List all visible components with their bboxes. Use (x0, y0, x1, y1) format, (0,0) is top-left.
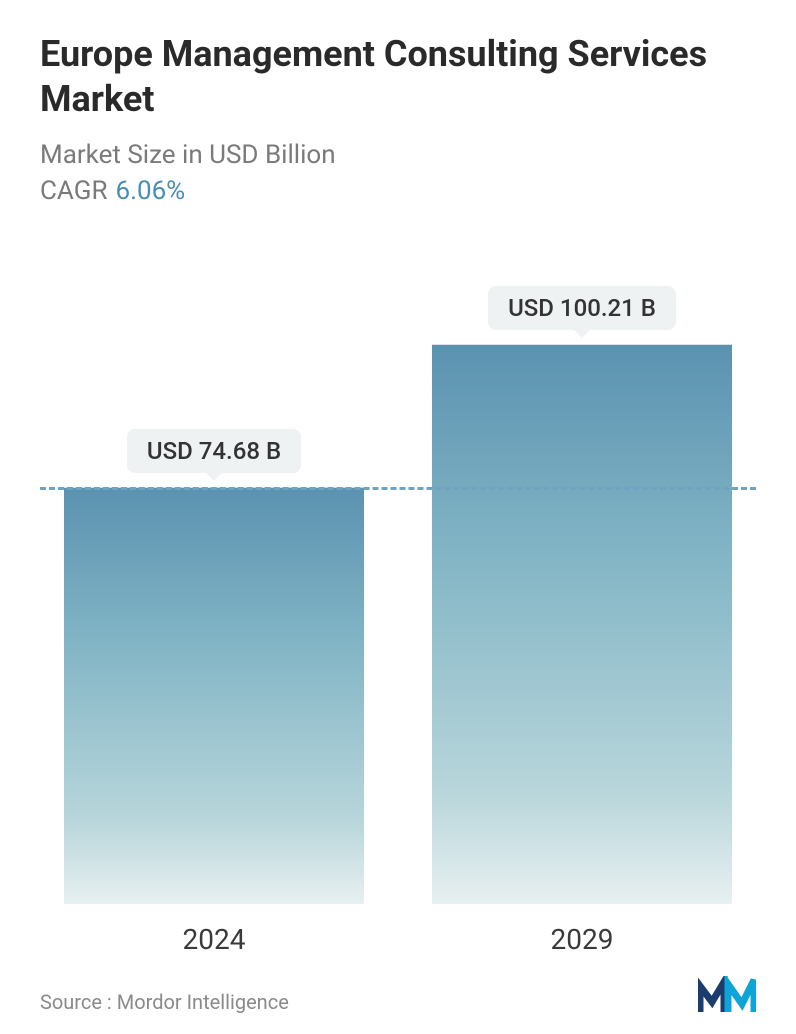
bar-1 (432, 344, 732, 904)
value-label-1: USD 100.21 B (488, 286, 676, 330)
bar-group-1: USD 100.21 B (432, 286, 732, 904)
source-text: Source : Mordor Intelligence (40, 990, 289, 1014)
chart-subtitle: Market Size in USD Billion (40, 140, 756, 170)
chart-area: USD 74.68 B USD 100.21 B 2024 2029 (40, 226, 756, 1014)
cagr-label: CAGR (40, 176, 107, 206)
mordor-logo-icon (698, 976, 756, 1014)
chart-title: Europe Management Consulting Services Ma… (40, 32, 756, 122)
footer: Source : Mordor Intelligence (40, 976, 756, 1014)
x-label-0: 2024 (64, 923, 364, 956)
cagr-value: 6.06% (115, 176, 185, 206)
reference-dashed-line (40, 487, 756, 490)
cagr-row: CAGR 6.06% (40, 176, 756, 206)
bar-0 (64, 487, 364, 904)
bar-group-0: USD 74.68 B (64, 429, 364, 904)
x-axis-labels: 2024 2029 (40, 923, 756, 956)
value-label-0: USD 74.68 B (127, 429, 301, 473)
bars-container: USD 74.68 B USD 100.21 B (40, 226, 756, 904)
x-label-1: 2029 (432, 923, 732, 956)
